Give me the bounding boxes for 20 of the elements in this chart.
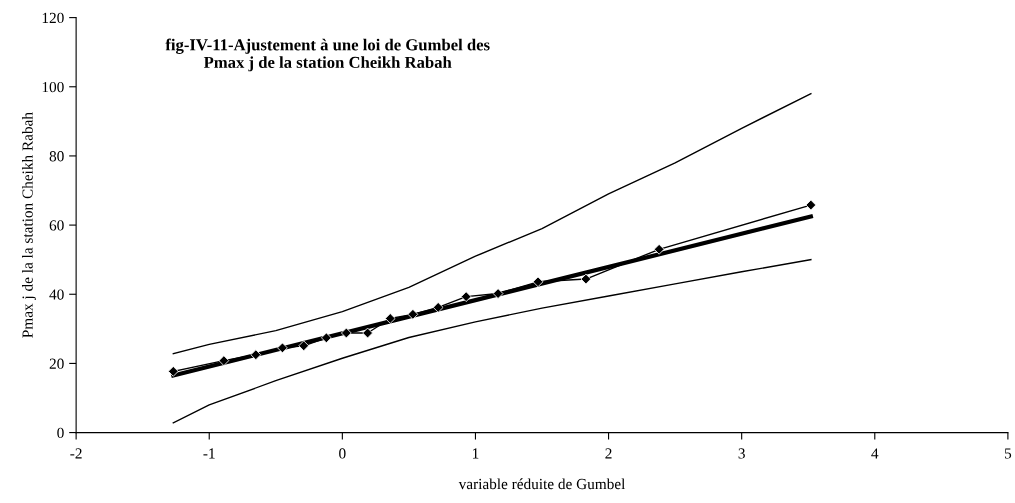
x-tick-label: 2	[605, 448, 612, 459]
y-tick-label: 20	[49, 358, 64, 369]
y-tick-label: 100	[42, 81, 64, 93]
x-axis-title: variable réduite de Gumbel	[458, 478, 626, 490]
y-tick-label: 0	[57, 427, 64, 439]
line-series	[172, 258, 812, 424]
x-tick-label: 0	[339, 448, 346, 459]
x-tick-label: 5	[1004, 448, 1012, 459]
y-tick-label: 60	[49, 220, 64, 231]
y-tick-label: 120	[42, 12, 64, 24]
y-tick-label: 80	[49, 151, 64, 162]
y-tick-label: 40	[49, 289, 64, 300]
x-tick-label: 4	[871, 448, 879, 459]
x-tick-label: -2	[70, 448, 82, 459]
line-series	[172, 92, 812, 355]
text: fig-IV-11-Ajustement à une loi de Gumbel des Pmax j de la station Cheikh Rabah	[165, 38, 490, 72]
x-tick-label: 3	[738, 448, 745, 459]
y-axis-title: Pmax j de la la station Cheikh Rabah	[21, 112, 36, 338]
x-tick-label: 1	[472, 448, 479, 459]
x-tick-label: -1	[203, 448, 215, 459]
